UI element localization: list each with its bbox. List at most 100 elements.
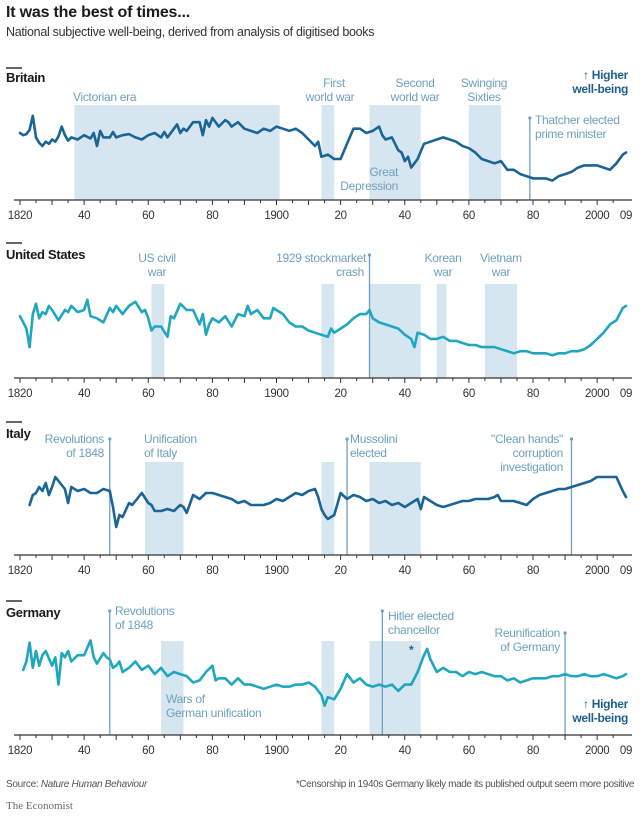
x-tick-label: 20 — [335, 565, 347, 577]
x-tick-label: 60 — [142, 565, 154, 577]
annot-clean-hands-1: "Clean hands" — [491, 432, 563, 446]
annot-reunification-2: of Germany — [500, 640, 560, 654]
annot-hitler-1: Hitler elected — [388, 609, 454, 623]
annot-great-depression-1: Great — [369, 165, 398, 179]
x-tick-label: 60 — [142, 745, 154, 757]
shaded-period — [321, 284, 335, 378]
publisher-logo: The Economist — [6, 800, 73, 812]
x-tick-label: 20 — [335, 388, 347, 400]
x-tick-label: 2000 — [585, 565, 609, 577]
annot-stockmarket-crash-2: crash — [336, 265, 364, 279]
x-tick-label: 80 — [527, 210, 539, 222]
event-line-marker — [345, 437, 349, 441]
event-line-marker — [367, 253, 372, 257]
shaded-period — [161, 641, 184, 735]
annot-clean-hands-2: corruption — [513, 446, 563, 460]
annot-korean-war-1: Korean — [425, 251, 462, 265]
annot-clean-hands-3: investigation — [500, 460, 563, 474]
x-tick-label: 2000 — [585, 210, 609, 222]
x-tick-label: 60 — [463, 388, 475, 400]
x-tick-label: 80 — [206, 210, 218, 222]
shaded-period — [484, 284, 517, 378]
censorship-footnote-marker: * — [409, 643, 414, 657]
annot-victorian-era: Victorian era — [73, 90, 137, 104]
x-tick-label: 40 — [399, 210, 411, 222]
series-line-germany — [21, 639, 628, 707]
annot-thatcher-1: Thatcher elected — [535, 113, 620, 127]
x-tick-label: 1820 — [8, 745, 32, 757]
x-tick-label: 40 — [399, 565, 411, 577]
x-tick-label: 20 — [335, 210, 347, 222]
x-tick-label: 80 — [527, 745, 539, 757]
source-note: Source: Nature Human Behaviour — [6, 779, 147, 790]
x-tick-label: 60 — [142, 388, 154, 400]
panel-germany: Germany 1820 40 60 80 1900 20 40 60 80 2000 09 Rev… — [6, 600, 632, 757]
x-tick-label: 1900 — [264, 210, 288, 222]
shaded-period — [369, 284, 402, 378]
annot-first-world-war-2: world war — [305, 90, 355, 104]
x-tick-label: 40 — [78, 210, 90, 222]
series-line-britain — [18, 114, 628, 182]
censorship-footnote: *Censorship in 1940s Germany likely made… — [295, 779, 635, 790]
annot-unification-italy-2: of Italy — [144, 446, 177, 460]
annot-mussolini-1: Mussolini — [350, 432, 397, 446]
annot-higher-wellbeing-1: ↑ Higher — [583, 68, 629, 82]
annot-second-world-war-1: Second — [396, 76, 435, 90]
annot-revolutions-1848-1: Revolutions — [45, 432, 105, 446]
x-tick-label: 80 — [206, 565, 218, 577]
annot-second-world-war-2: world war — [390, 90, 440, 104]
x-tick-label: 1820 — [8, 210, 32, 222]
annot-first-world-war-1: First — [323, 76, 346, 90]
annot-higher-wellbeing-1: ↑ Higher — [583, 697, 629, 711]
shaded-period — [321, 462, 335, 555]
x-tick-label: 40 — [399, 388, 411, 400]
annot-revolutions-1848-2: of 1848 — [115, 618, 154, 632]
x-tick-label: 80 — [527, 565, 539, 577]
x-tick-label: 40 — [78, 745, 90, 757]
annot-thatcher-2: prime minister — [535, 127, 606, 141]
panel-label-italy: Italy — [6, 426, 32, 441]
event-line-marker — [563, 631, 567, 635]
panel-united-states: United States 1820 40 60 80 1900 20 40 60 80 2000… — [6, 242, 632, 400]
x-tick-label: 1900 — [264, 745, 288, 757]
annot-vietnam-war-1: Vietnam — [480, 251, 522, 265]
panel-label-britain: Britain — [6, 70, 45, 85]
x-tick-label: 2000 — [585, 388, 609, 400]
annot-reunification-1: Reunification — [495, 626, 560, 640]
x-tick-label: 09 — [620, 745, 632, 757]
annot-higher-wellbeing-2: well-being — [571, 82, 628, 96]
panel-britain: Britain 1820 40 60 80 1900 20 40 60 80 2000 09 Vic… — [6, 67, 632, 222]
series-line-italy — [28, 475, 628, 529]
x-tick-label: 40 — [78, 565, 90, 577]
event-line-marker — [108, 609, 112, 613]
annot-revolutions-1848-2: of 1848 — [66, 446, 105, 460]
shaded-period — [401, 284, 421, 378]
x-tick-label: 1820 — [8, 565, 32, 577]
shaded-period — [369, 105, 402, 200]
shaded-period — [369, 462, 402, 555]
x-tick-label: 09 — [620, 210, 632, 222]
chart-title: It was the best of times... — [6, 4, 190, 21]
shaded-period — [401, 641, 421, 735]
source-name: Nature Human Behaviour — [40, 779, 148, 790]
x-tick-label: 20 — [335, 745, 347, 757]
series-line-united-states — [18, 298, 628, 357]
panel-label-germany: Germany — [6, 605, 61, 620]
x-tick-label: 1900 — [264, 565, 288, 577]
shaded-period — [321, 641, 335, 735]
annot-wars-german-unification-1: Wars of — [166, 692, 206, 706]
shaded-period — [401, 462, 421, 555]
x-tick-label: 80 — [206, 745, 218, 757]
panel-italy: Italy 1820 40 60 80 1900 20 40 60 80 2000 09 Revol… — [6, 421, 632, 577]
x-tick-label: 60 — [463, 210, 475, 222]
annot-revolutions-1848-1: Revolutions — [115, 604, 175, 618]
annot-great-depression-2: Depression — [340, 179, 398, 193]
annot-swinging-sixties-2: Sixties — [467, 90, 501, 104]
x-tick-label: 60 — [463, 565, 475, 577]
x-tick-label: 1900 — [264, 388, 288, 400]
annot-wars-german-unification-2: German unification — [166, 706, 261, 720]
annot-vietnam-war-2: war — [491, 265, 511, 279]
annot-swinging-sixties-1: Swinging — [461, 76, 507, 90]
annot-unification-italy-1: Unification — [144, 432, 197, 446]
event-line-marker — [569, 437, 574, 441]
